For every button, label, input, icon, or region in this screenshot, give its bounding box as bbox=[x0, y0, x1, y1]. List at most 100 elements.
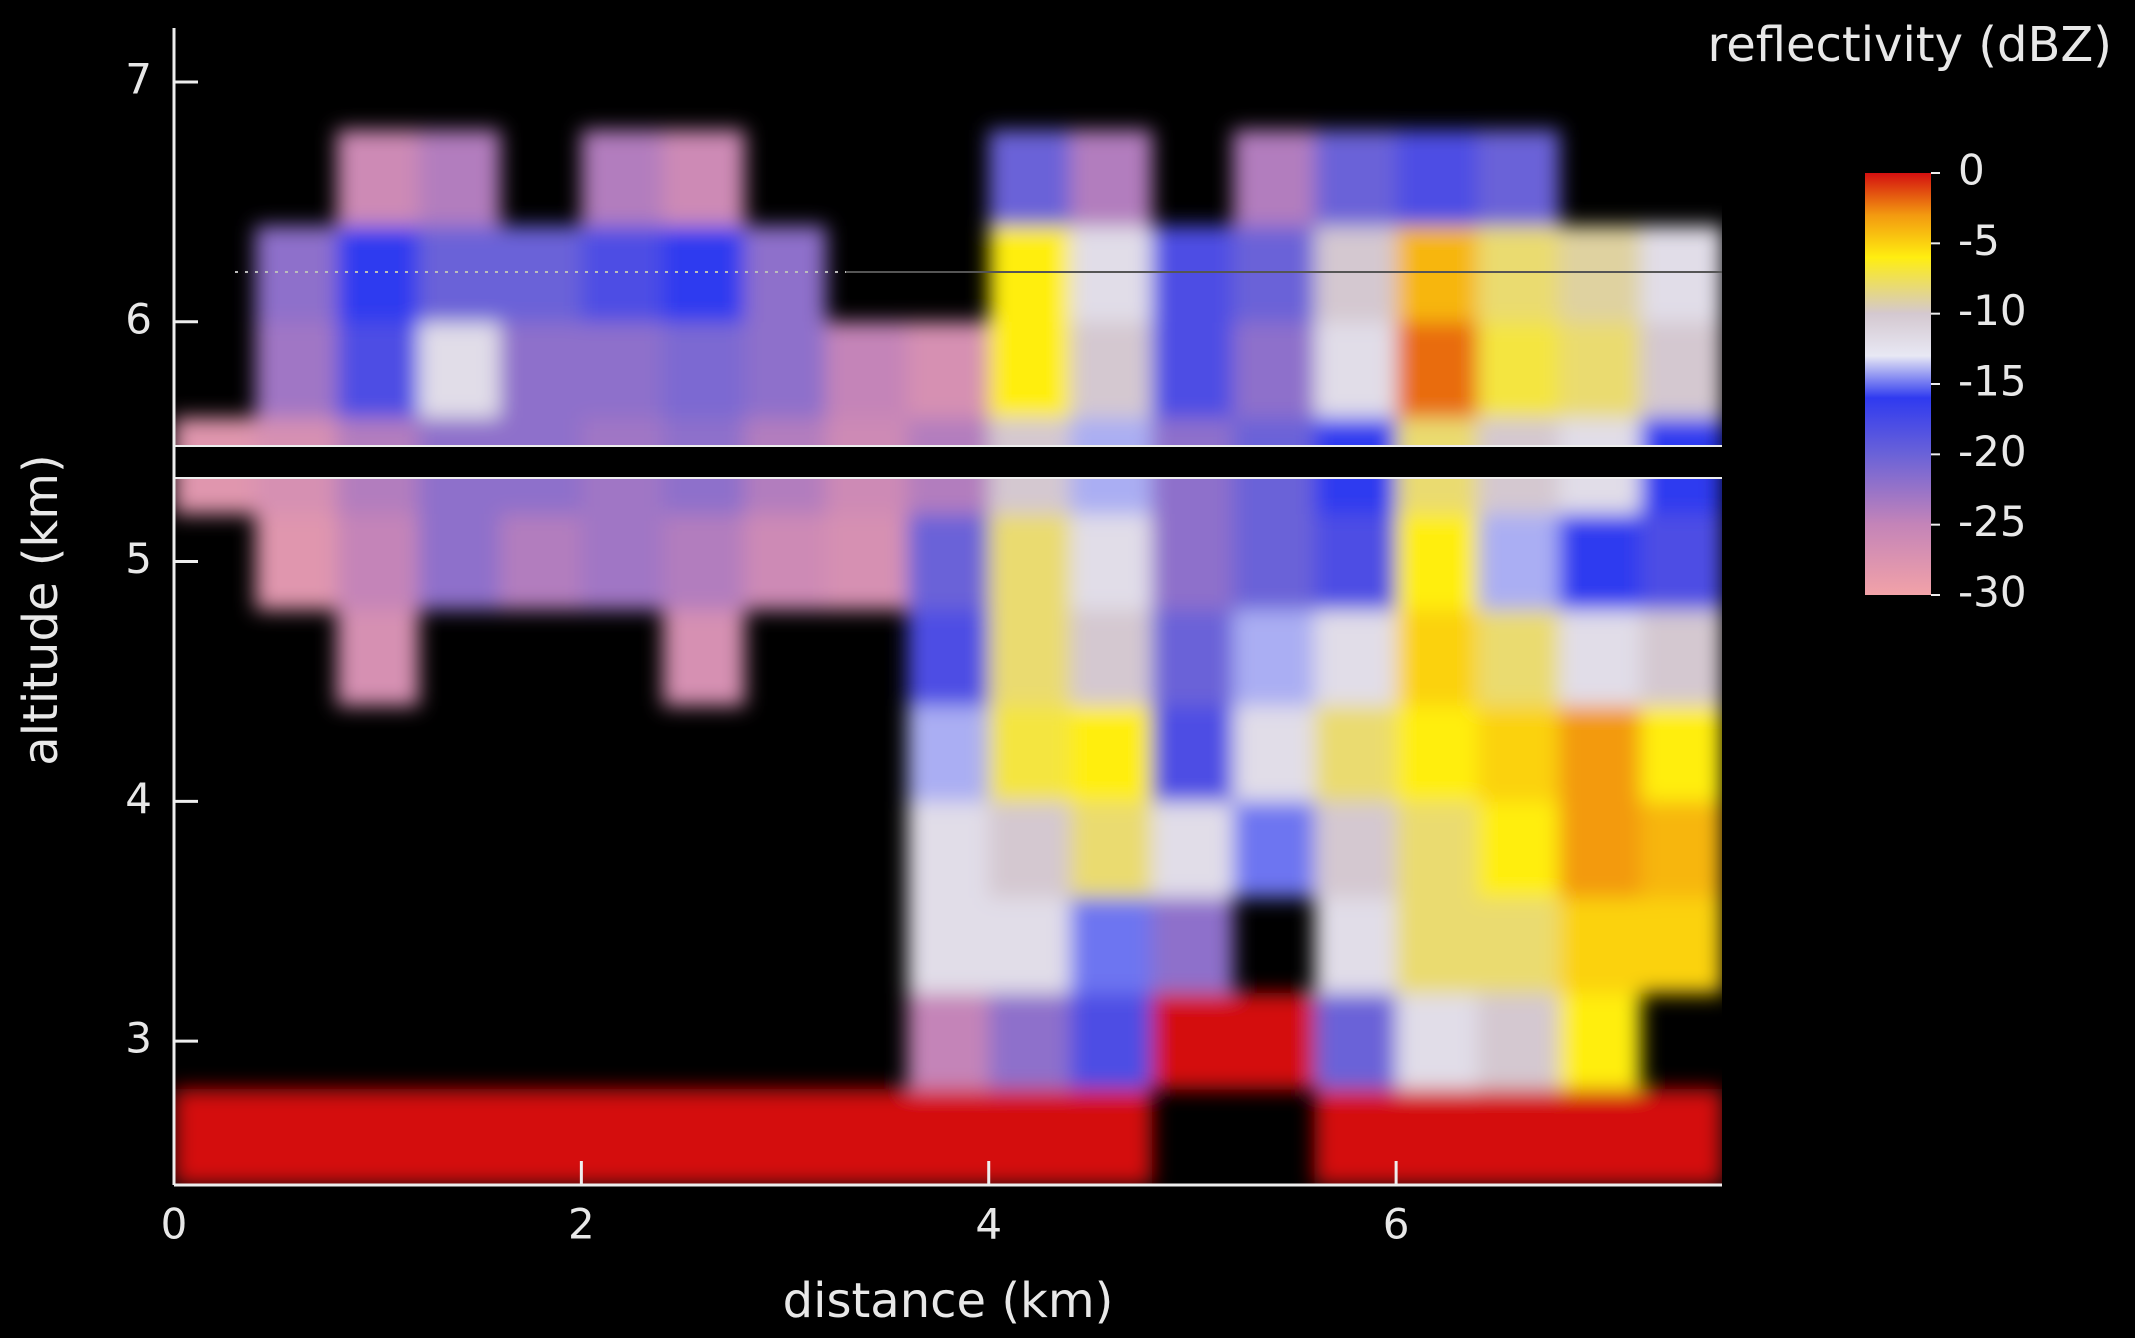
heatmap-cell bbox=[1640, 513, 1722, 610]
heatmap-cell bbox=[988, 513, 1071, 610]
x-tick-label: 4 bbox=[975, 1200, 1002, 1249]
heatmap-cell bbox=[581, 513, 664, 610]
heatmap-cell bbox=[1151, 993, 1234, 1090]
heatmap-cell bbox=[988, 993, 1071, 1090]
x-tick-label: 2 bbox=[568, 1200, 595, 1249]
heatmap-cell bbox=[1559, 225, 1642, 323]
heatmap-cell bbox=[1477, 1089, 1560, 1185]
x-tick-label: 0 bbox=[161, 1200, 188, 1249]
heatmap-cell bbox=[662, 129, 745, 227]
heatmap-cell bbox=[1314, 993, 1397, 1090]
cells bbox=[174, 129, 1722, 1185]
heatmap-cell bbox=[1233, 993, 1316, 1090]
y-tick-label: 3 bbox=[125, 1014, 152, 1063]
colorbar-tick-label: -20 bbox=[1958, 427, 2027, 476]
heatmap-cell bbox=[662, 1089, 745, 1185]
heatmap-cell bbox=[1314, 705, 1397, 802]
heatmap-cell bbox=[1070, 705, 1153, 802]
heatmap-cell bbox=[662, 513, 745, 610]
colorbar-tick-label: -30 bbox=[1958, 568, 2027, 617]
heatmap-cell bbox=[988, 1089, 1071, 1185]
heatmap-cell bbox=[1559, 801, 1642, 898]
data-gap bbox=[174, 446, 1722, 478]
heatmap-cell bbox=[581, 129, 664, 227]
y-tick-label: 6 bbox=[125, 294, 152, 343]
heatmap-cell bbox=[1477, 225, 1560, 323]
heatmap-cell bbox=[1396, 609, 1479, 706]
heatmap-cell bbox=[1640, 1089, 1722, 1185]
heatmap-cell bbox=[1559, 705, 1642, 802]
heatmap-cell bbox=[907, 993, 990, 1090]
heatmap-cell bbox=[1233, 705, 1316, 802]
heatmap-cell bbox=[499, 1089, 582, 1185]
heatmap-cell bbox=[418, 225, 501, 323]
colorbar bbox=[1865, 173, 1931, 595]
heatmap-cell bbox=[1233, 321, 1316, 419]
heatmap-cell bbox=[1559, 1089, 1642, 1185]
heatmap-cell bbox=[1070, 897, 1153, 994]
heatmap-cell bbox=[336, 609, 419, 706]
heatmap-cell bbox=[907, 801, 990, 898]
x-axis-title: distance (km) bbox=[783, 1273, 1114, 1329]
colorbar-tick-label: -15 bbox=[1958, 357, 2027, 406]
heatmap-cell bbox=[1477, 321, 1560, 419]
heatmap-cell bbox=[1559, 321, 1642, 419]
y-axis-title: altitude (km) bbox=[13, 454, 69, 765]
heatmap-cell bbox=[1233, 609, 1316, 706]
heatmap-cell bbox=[1396, 705, 1479, 802]
heatmap-cell bbox=[336, 225, 419, 323]
heatmap-cell bbox=[1559, 609, 1642, 706]
heatmap-cell bbox=[499, 225, 582, 323]
heatmap-cell bbox=[1396, 225, 1479, 323]
heatmap-cell bbox=[988, 225, 1071, 323]
heatmap-cell bbox=[418, 513, 501, 610]
heatmap-cell bbox=[1314, 513, 1397, 610]
heatmap-cell bbox=[1233, 801, 1316, 898]
heatmap-cell bbox=[255, 1089, 338, 1185]
heatmap-cell bbox=[1477, 609, 1560, 706]
heatmap-cell bbox=[1314, 129, 1397, 227]
heatmap-cell bbox=[499, 513, 582, 610]
heatmap-cell bbox=[1640, 705, 1722, 802]
heatmap-cell bbox=[988, 801, 1071, 898]
heatmap-cell bbox=[255, 225, 338, 323]
heatmap-cell bbox=[907, 897, 990, 994]
heatmap-cell bbox=[499, 321, 582, 419]
heatmap-cell bbox=[1477, 705, 1560, 802]
heatmap-cell bbox=[1151, 705, 1234, 802]
heatmap-cell bbox=[907, 321, 990, 419]
heatmap-cell bbox=[988, 321, 1071, 419]
heatmap-cell bbox=[336, 513, 419, 610]
heatmap-cell bbox=[1640, 801, 1722, 898]
heatmap-cell bbox=[1314, 897, 1397, 994]
heatmap-cell bbox=[744, 321, 827, 419]
heatmap-cell bbox=[907, 609, 990, 706]
heatmap-cell bbox=[1477, 993, 1560, 1090]
heatmap-cell bbox=[1070, 513, 1153, 610]
y-tick-label: 4 bbox=[125, 774, 152, 823]
heatmap-cell bbox=[744, 513, 827, 610]
heatmap-cell bbox=[1559, 513, 1642, 610]
heatmap-cell bbox=[1151, 321, 1234, 419]
heatmap-cell bbox=[1070, 225, 1153, 323]
heatmap-cell bbox=[1640, 225, 1722, 323]
heatmap-cell bbox=[1477, 129, 1560, 227]
heatmap-cell bbox=[1396, 321, 1479, 419]
colorbar-title: reflectivity (dBZ) bbox=[1708, 17, 2112, 73]
heatmap-cell bbox=[988, 609, 1071, 706]
heatmap-cell bbox=[1314, 801, 1397, 898]
colorbar-tick-label: -5 bbox=[1958, 216, 2000, 265]
heatmap-cell bbox=[1233, 513, 1316, 610]
heatmap-cell bbox=[1396, 1089, 1479, 1185]
heatmap-cell bbox=[1151, 801, 1234, 898]
colorbar-tick-label: -25 bbox=[1958, 497, 2027, 546]
heatmap-cell bbox=[662, 225, 745, 323]
y-tick-label: 5 bbox=[125, 534, 152, 583]
reflectivity-field bbox=[174, 129, 1722, 1185]
heatmap-cell bbox=[1233, 129, 1316, 227]
heatmap-cell bbox=[1559, 993, 1642, 1090]
x-tick-label: 6 bbox=[1383, 1200, 1410, 1249]
heatmap-cell bbox=[1314, 1089, 1397, 1185]
